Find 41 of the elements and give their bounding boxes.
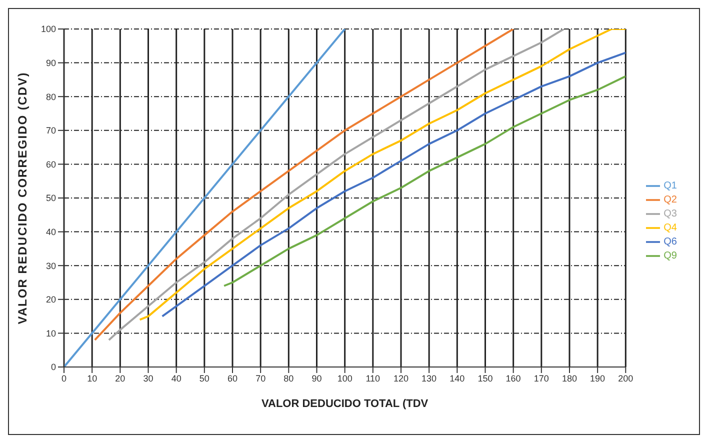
legend-label: Q3 bbox=[664, 208, 677, 220]
x-tick-label: 60 bbox=[227, 373, 238, 384]
y-tick-label: 90 bbox=[46, 58, 56, 68]
x-tick-label: 200 bbox=[618, 373, 634, 384]
legend-label: Q6 bbox=[664, 236, 677, 248]
x-tick-label: 180 bbox=[562, 373, 578, 384]
x-tick-label: 90 bbox=[312, 373, 322, 384]
y-tick-label: 10 bbox=[46, 328, 56, 338]
y-tick-label: 40 bbox=[46, 226, 56, 237]
x-axis-title: VALOR DEDUCIDO TOTAL (TDV bbox=[262, 398, 429, 410]
y-tick-label: 0 bbox=[50, 362, 56, 372]
x-tick-label: 50 bbox=[199, 373, 210, 384]
x-tick-label: 170 bbox=[534, 373, 549, 384]
x-tick-label: 190 bbox=[590, 373, 606, 384]
x-tick-label: 80 bbox=[284, 373, 294, 384]
x-tick-label: 40 bbox=[171, 373, 182, 384]
legend-label: Q1 bbox=[664, 180, 677, 192]
x-tick-label: 0 bbox=[61, 373, 67, 384]
y-tick-label: 50 bbox=[46, 193, 56, 204]
x-tick-label: 130 bbox=[422, 373, 437, 384]
legend-label: Q4 bbox=[664, 222, 677, 234]
legend-label: Q2 bbox=[664, 194, 677, 206]
y-tick-label: 20 bbox=[46, 294, 56, 305]
y-tick-label: 70 bbox=[46, 126, 56, 136]
legend-label: Q9 bbox=[664, 250, 677, 262]
x-tick-label: 70 bbox=[256, 373, 266, 384]
x-tick-label: 20 bbox=[115, 373, 126, 384]
x-tick-label: 30 bbox=[143, 373, 154, 384]
x-tick-label: 120 bbox=[393, 373, 409, 384]
x-tick-label: 160 bbox=[506, 373, 521, 384]
y-tick-label: 60 bbox=[46, 159, 56, 170]
y-tick-label: 100 bbox=[40, 24, 56, 34]
x-tick-label: 150 bbox=[478, 373, 493, 384]
y-tick-label: 30 bbox=[46, 260, 56, 271]
x-tick-label: 10 bbox=[87, 373, 98, 384]
line-series bbox=[223, 75, 626, 287]
x-tick-label: 140 bbox=[450, 373, 465, 384]
x-tick-label: 100 bbox=[337, 373, 352, 384]
x-tick-label: 110 bbox=[366, 373, 380, 384]
y-tick-label: 80 bbox=[46, 92, 56, 102]
y-axis-title: VALOR REDUCIDO CORREGIDO (CDV) bbox=[15, 72, 30, 324]
